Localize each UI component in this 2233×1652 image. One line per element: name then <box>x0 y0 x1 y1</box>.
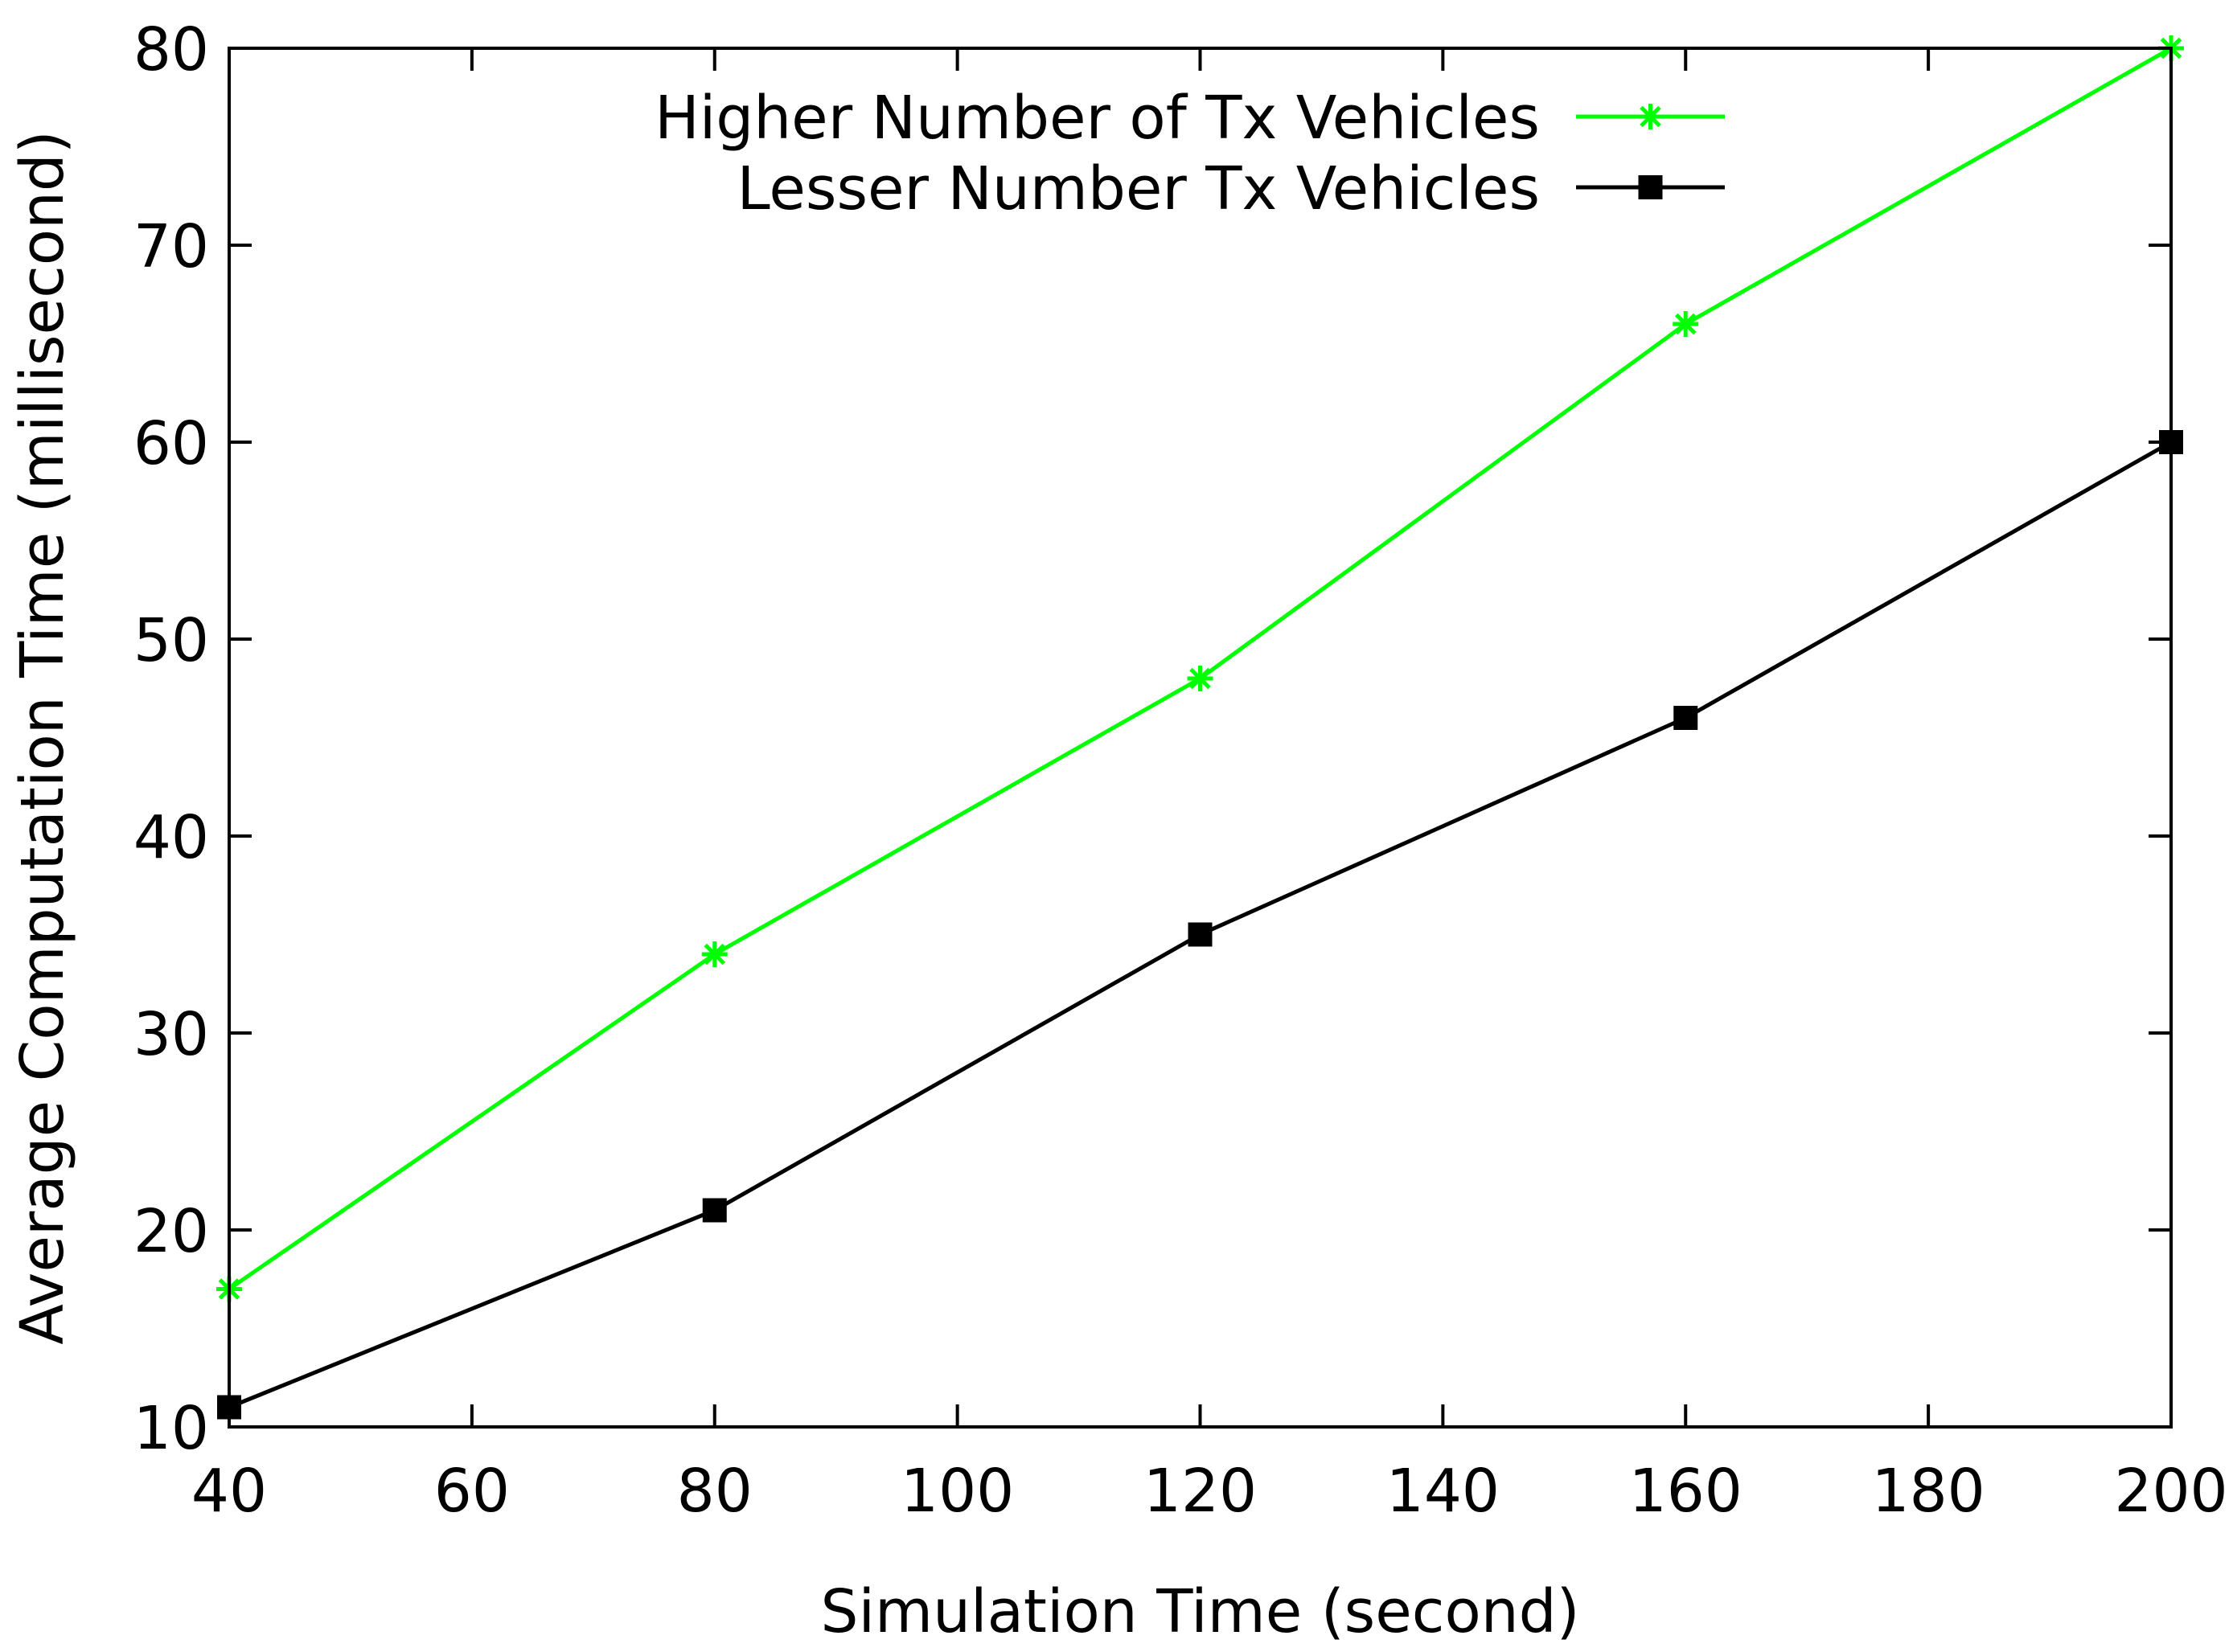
data-point-series-1 <box>1187 666 1213 691</box>
y-tick-label: 50 <box>133 606 209 675</box>
x-tick-label: 100 <box>901 1457 1014 1526</box>
x-axis-title: Simulation Time (second) <box>821 1577 1580 1646</box>
x-tick-label: 120 <box>1143 1457 1257 1526</box>
data-point-series-1 <box>701 941 728 967</box>
legend-marker-1 <box>1637 104 1664 129</box>
x-tick-label: 40 <box>191 1457 267 1526</box>
x-tick-label: 180 <box>1872 1457 1985 1526</box>
x-tick-label: 140 <box>1386 1457 1500 1526</box>
data-point-series-2 <box>702 1198 727 1223</box>
axis-ticks: 40 60 80 100 120 140 160 180 200 10 20 30 40 50 60 70 80 <box>133 15 2228 1526</box>
legend-marker-2 <box>1638 175 1663 199</box>
x-tick-label: 60 <box>434 1457 510 1526</box>
x-tick-label: 160 <box>1629 1457 1742 1526</box>
y-tick-label: 60 <box>133 409 209 478</box>
data-point-series-2 <box>1673 706 1698 730</box>
legend-label-1: Higher Number of Tx Vehicles <box>655 84 1540 153</box>
y-axis-title: Average Computation Time (millisecond) <box>8 130 77 1345</box>
legend-label-2: Lesser Number Tx Vehicles <box>737 154 1540 223</box>
x-tick-label: 80 <box>677 1457 753 1526</box>
y-tick-label: 10 <box>133 1394 209 1463</box>
y-tick-label: 40 <box>133 803 209 872</box>
y-tick-label: 20 <box>133 1197 209 1266</box>
y-tick-label: 70 <box>133 212 209 281</box>
y-tick-label: 80 <box>133 15 209 84</box>
y-tick-label: 30 <box>133 1000 209 1069</box>
data-point-series-1 <box>1673 311 1699 337</box>
plot-area-frame <box>228 47 2173 1429</box>
data-point-series-2 <box>1188 922 1213 947</box>
x-tick-label: 200 <box>2114 1457 2227 1526</box>
